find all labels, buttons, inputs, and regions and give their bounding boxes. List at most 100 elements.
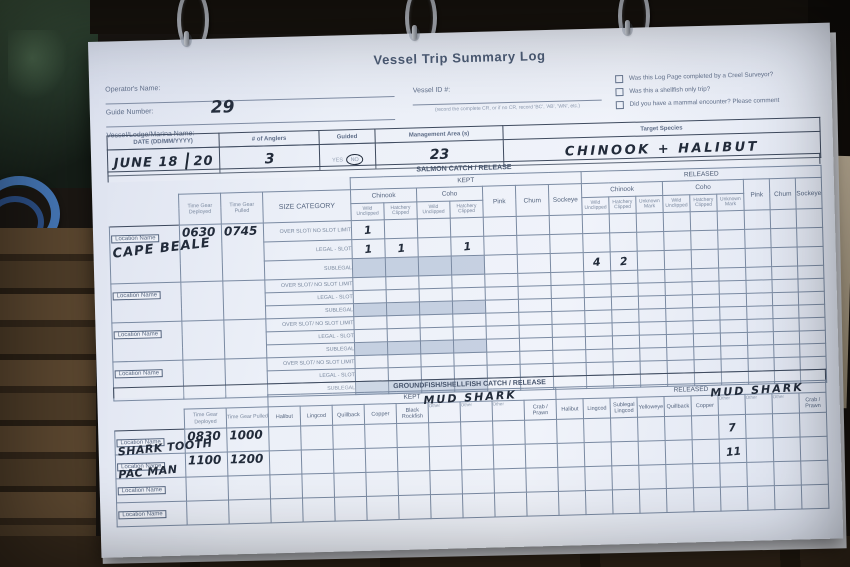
catch-cell [770,209,797,229]
catch-cell [353,302,387,317]
catch-cell [584,309,613,324]
catch-cell [747,331,774,346]
location-cell: Location Name [110,282,182,323]
catch-cell [462,493,496,518]
catch-cell [461,469,495,494]
catch-cell [583,417,612,443]
col-header-lingcod: Lingcod [583,397,611,419]
time-deployed-cell: 0830 [184,428,228,454]
catch-cell [460,421,494,446]
col-header-halibut: Halibut [268,406,301,427]
catch-cell [386,288,420,303]
vessel-id-field: Vessel ID #: [412,74,602,106]
location-cell: Location Name PAC MAN [115,453,186,481]
location-cell: Location Name [115,477,187,503]
catch-cell [720,486,749,512]
catch-cell [386,314,421,329]
col-header-yelloweye: Yelloweye [637,396,665,418]
catch-cell [429,445,462,471]
catch-cell [666,333,694,348]
catch-cell [519,324,553,339]
catch-cell [800,460,829,485]
catch-cell [584,296,612,311]
col-header-other: Other [492,400,525,422]
catch-cell [639,321,667,336]
catch-cell [663,230,692,251]
catch-cell [584,465,613,491]
guided-column-header: Guided [318,129,376,145]
col-header-time-pulled: Time Gear Pulled [226,406,269,429]
catch-cell [493,444,526,470]
catch-cell [719,280,747,295]
catch-cell [747,344,775,359]
col-header-crab-prawn: Crab / Prawn [799,392,827,413]
time-pulled-cell: 1200 [227,450,270,476]
catch-cell [638,308,667,323]
catch-cell [398,494,432,520]
catch-cell [385,256,419,277]
catch-cell [494,492,528,518]
catch-cell [550,271,585,286]
catch-cell [611,296,639,310]
catch-cell [639,334,667,349]
catch-cell [428,421,462,447]
catch-cell [665,463,694,489]
catch-cell [610,417,639,442]
location-name-box: Location Name [117,486,167,496]
date-handwritten: JUNE 18 [113,154,179,171]
catch-cell [665,294,693,309]
kept-chum-header: Chum [515,184,550,217]
catch-cell [429,469,463,495]
catch-cell [486,325,520,340]
catch-cell [517,272,552,287]
catch-cell [484,273,519,288]
catch-cell [302,497,336,523]
released-pink-header: Pink [743,178,771,211]
catch-cell [585,322,613,337]
catch-cell [453,339,487,354]
vessel-id-label: Vessel ID #: [412,86,451,95]
checkbox-icon [615,101,624,110]
catch-cell [451,255,485,276]
kept-sockeye-header: Sockeye [548,183,583,216]
anglers-handwritten: 3 [264,150,275,167]
catch-cell [637,416,666,442]
catch-cell [557,442,585,468]
catch-cell [799,330,826,344]
catch-cell [552,349,587,364]
checkbox-row: Was this Log Page completed by a Creel S… [614,70,818,84]
catch-cell [453,352,488,367]
catch-cell [747,485,776,511]
catch-cell [485,312,520,327]
col-header-hatchery-clipped: Hatchery Clipped [383,201,418,220]
catch-cell [800,436,828,461]
col-header-other: Other [772,393,800,414]
catch-cell [556,418,585,444]
catch-cell [483,216,517,237]
wood-planks-left [0,228,96,567]
catch-cell [270,498,304,523]
catch-cell [366,495,400,521]
catch-cell [493,468,527,494]
catch-cell [665,307,694,322]
catch-cell [746,437,774,463]
catch-cell [352,257,386,278]
catch-cell [693,333,721,347]
col-header-unknown-mark: Unknown Mark [716,193,745,212]
col-header-hatchery-clipped: Hatchery Clipped [449,200,484,219]
date-separator-stroke [185,152,190,170]
size-category-label: OVER SLOT/ NO SLOT LIMIT [263,220,352,242]
catch-cell [745,266,773,281]
catch-cell [354,354,389,369]
catch-cell [799,343,827,357]
catch-cell [585,335,613,350]
catch-cell [300,425,334,451]
catch-cell [386,301,420,316]
catch-cell [612,348,641,362]
col-header-quillback: Quillback [332,404,365,426]
handwritten-time: 0830 [187,428,221,444]
col-header-hatchery-clipped: Hatchery Clipped [608,196,637,214]
catch-cell: 1 [384,237,419,258]
catch-cell [365,471,399,497]
location-name-box: Location Name [114,369,164,379]
